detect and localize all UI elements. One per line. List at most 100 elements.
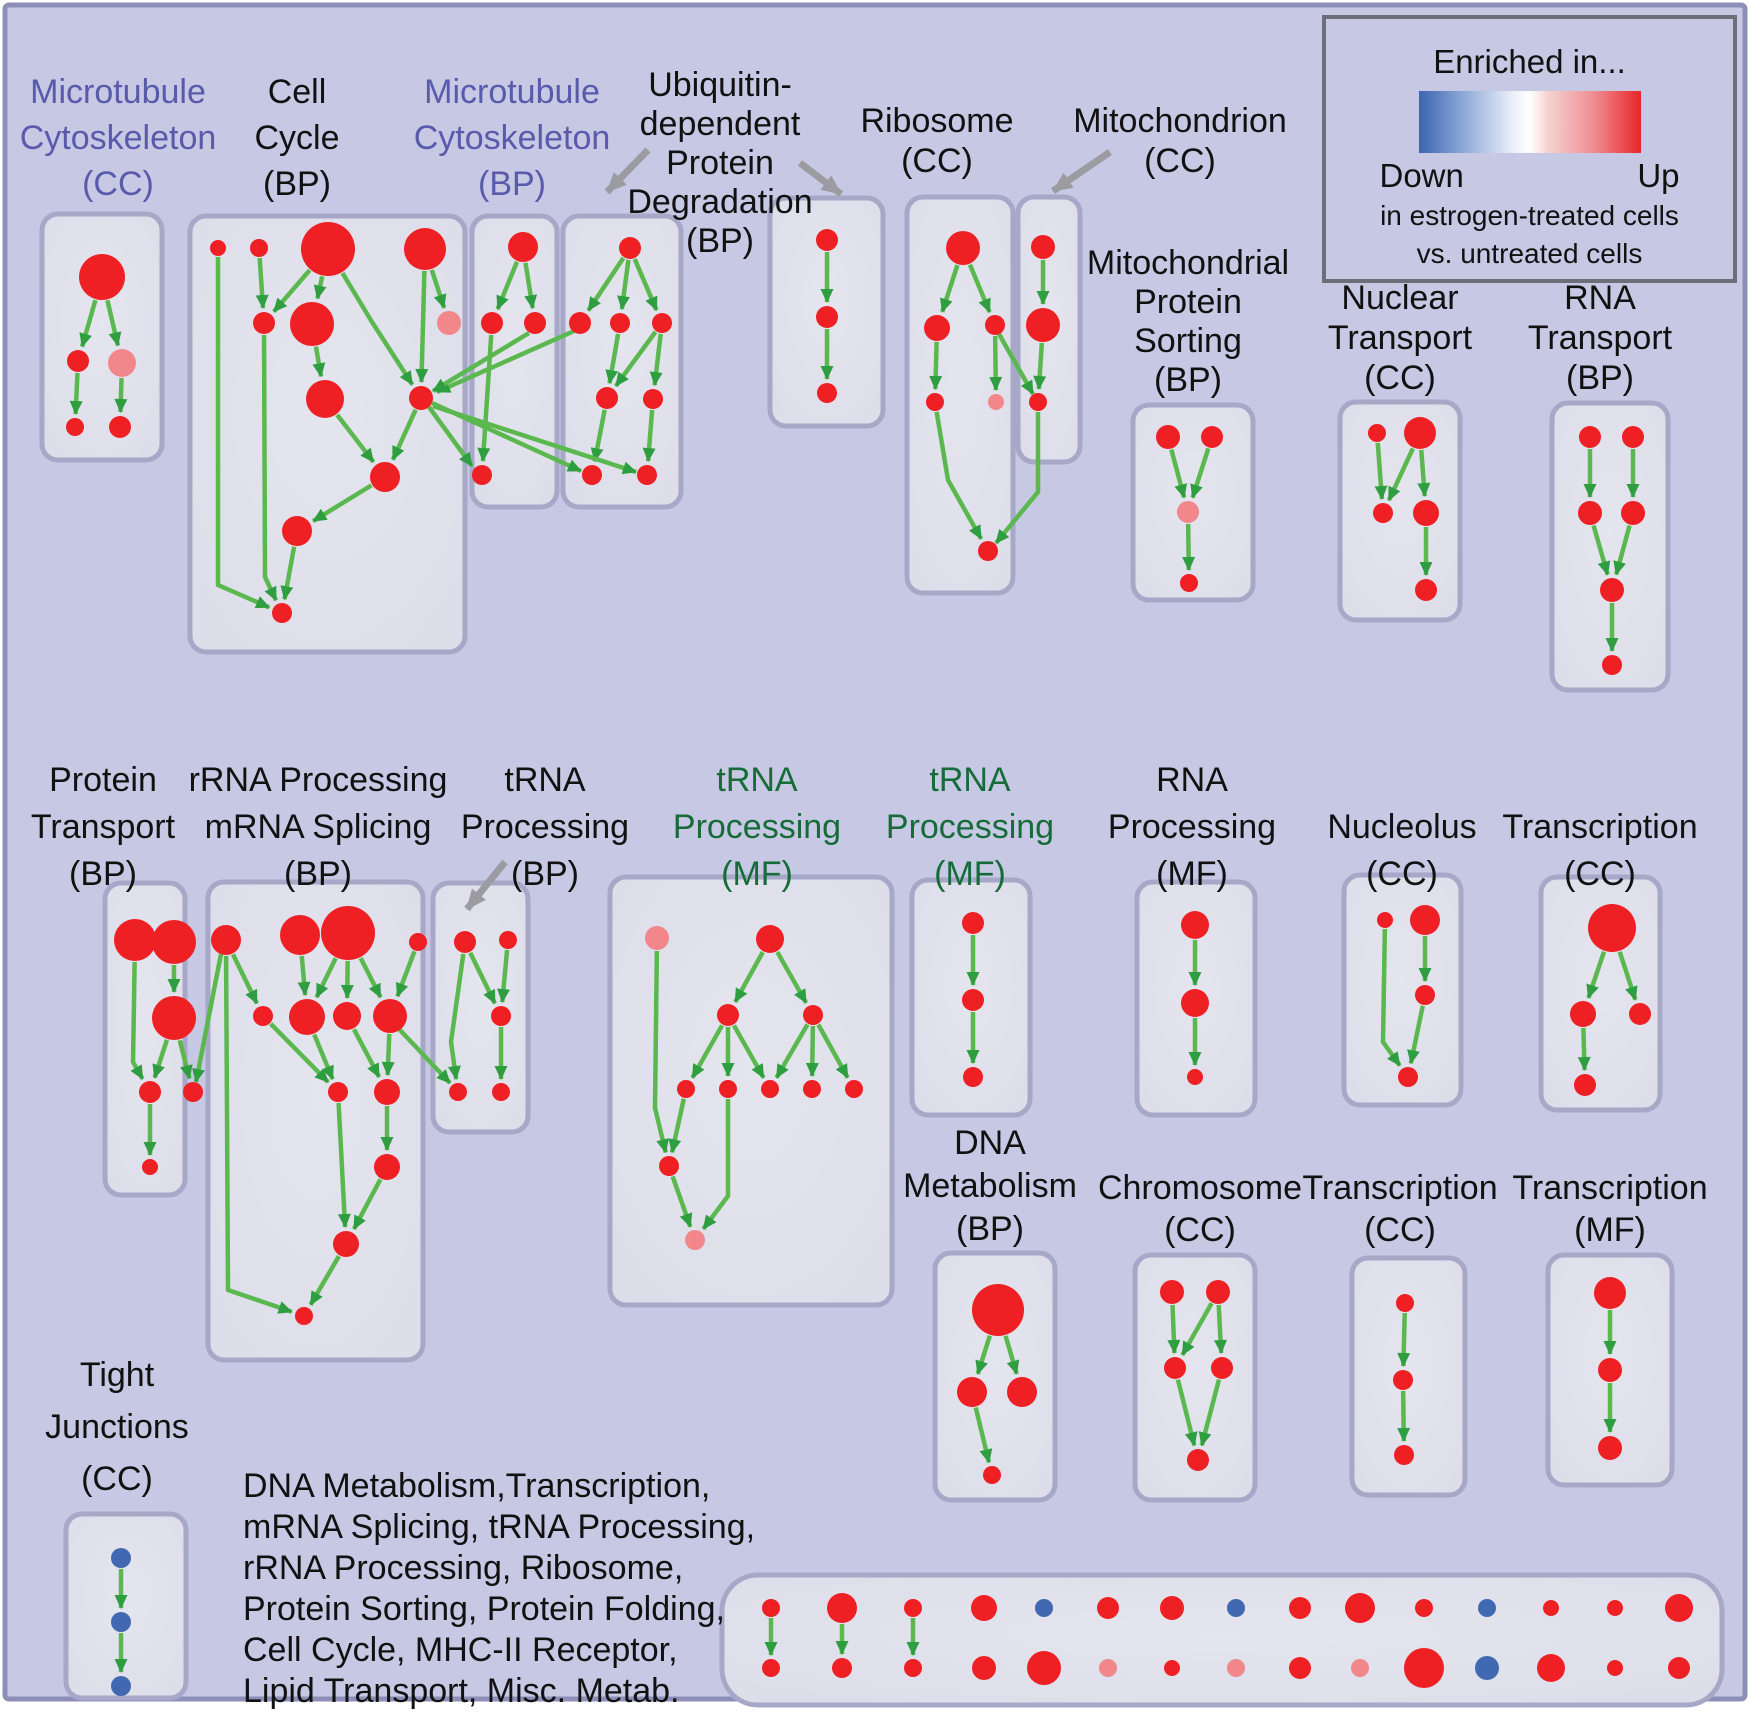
node-transcription-mf-2 (1598, 1436, 1622, 1460)
node-misc-grid-15 (762, 1659, 780, 1677)
node-mitochondrion-0 (1031, 235, 1055, 259)
edge-chromosome-0 (1167, 1304, 1181, 1355)
node-misc-grid-10 (1415, 1599, 1433, 1617)
node-transcription-cc-bottom-0 (1396, 1294, 1414, 1312)
node-trna-processing-mf-1-7 (803, 1080, 821, 1098)
node-nuclear-transport-2 (1373, 503, 1393, 523)
label-pointer-arrow-1 (797, 160, 844, 197)
edge-cell-cycle-4 (340, 271, 415, 386)
edge-transcription-cc-mid-2 (1577, 1027, 1591, 1072)
edge-cell-cycle-7 (261, 334, 279, 602)
node-ubiquitin-degradation-1-5 (643, 389, 663, 409)
node-rrna-processing-mrna-splicing-2 (321, 906, 375, 960)
edge-microtubule-cytoskeleton-cc-1 (105, 299, 122, 347)
edge-nucleolus-2 (1380, 928, 1402, 1067)
node-misc-grid-16 (832, 1658, 852, 1678)
node-chromosome-3 (1211, 1357, 1233, 1379)
edge-rrna-processing-mrna-splicing-6 (269, 1022, 330, 1084)
edge-transcription-cc-bottom-0 (1397, 1312, 1411, 1368)
node-protein-transport-3 (139, 1081, 161, 1103)
edge-dna-metabolism-2 (973, 1407, 993, 1464)
node-misc-grid-2 (904, 1599, 922, 1617)
edge-trna-processing-mf-1-2 (775, 950, 809, 1004)
node-transcription-cc-mid-1 (1570, 1001, 1596, 1027)
node-rna-processing-mf-2 (1187, 1069, 1203, 1085)
node-ubiquitin-degradation-2-2 (817, 383, 837, 403)
node-nuclear-transport-4 (1415, 579, 1437, 601)
cross-edge-8 (397, 1027, 452, 1085)
edge-transcription-cc-bottom-1 (1397, 1390, 1411, 1443)
node-trna-processing-bp-2 (491, 1006, 511, 1026)
node-misc-grid-3 (971, 1595, 997, 1621)
node-misc-grid-22 (1227, 1659, 1245, 1677)
cross-edge-6 (994, 412, 1041, 545)
node-rrna-processing-mrna-splicing-9 (374, 1079, 400, 1105)
cluster-label-mitochondrial-protein-sorting: Mitochondrial Protein Sorting (BP) (1087, 244, 1289, 399)
node-cell-cycle-6 (437, 311, 461, 335)
legend-title: Enriched in... (1433, 43, 1626, 80)
node-ubiquitin-degradation-2-1 (816, 306, 838, 328)
node-cell-cycle-2 (301, 222, 355, 276)
node-cell-cycle-7 (306, 380, 344, 418)
legend-up-label: Up (1637, 157, 1680, 194)
edge-transcription-cc-mid-0 (1586, 950, 1607, 999)
edge-ubiquitin-degradation-1-4 (614, 330, 658, 388)
edge-rrna-processing-mrna-splicing-11 (336, 1102, 351, 1229)
node-ubiquitin-degradation-1-0 (619, 237, 641, 259)
node-misc-grid-8 (1289, 1597, 1311, 1619)
node-trna-processing-bp-3 (449, 1083, 467, 1101)
legend-down-label: Down (1379, 157, 1464, 194)
node-cell-cycle-3 (404, 228, 446, 270)
edge-ribosome-3 (989, 335, 1003, 392)
cluster-box-chromosome (1132, 1252, 1258, 1503)
node-misc-grid-21 (1164, 1660, 1180, 1676)
cluster-label-chromosome: Chromosome (CC) (1098, 1169, 1302, 1249)
node-rrna-processing-mrna-splicing-7 (373, 999, 407, 1033)
edge-dna-metabolism-1 (1003, 1335, 1020, 1375)
node-dna-metabolism-0 (972, 1284, 1024, 1336)
node-rrna-processing-mrna-splicing-3 (409, 933, 427, 951)
node-misc-grid-19 (1027, 1651, 1061, 1685)
cross-edge-5 (997, 332, 1035, 396)
node-protein-transport-1 (152, 920, 196, 964)
node-microtubule-cytoskeleton-cc-2 (108, 349, 136, 377)
node-microtubule-cytoskeleton-cc-1 (67, 350, 89, 372)
edge-mitochondrial-protein-sorting-1 (1190, 447, 1211, 499)
edge-ribosome-1 (967, 263, 992, 313)
edge-cell-cycle-10 (390, 408, 418, 461)
node-transcription-cc-bottom-2 (1394, 1445, 1414, 1465)
edge-microtubule-cytoskeleton-cc-0 (79, 299, 98, 348)
node-mitochondrion-1 (1026, 308, 1060, 342)
edge-cell-cycle-3 (313, 275, 327, 300)
edge-rrna-processing-mrna-splicing-7 (312, 1033, 335, 1080)
edge-protein-transport-2 (152, 1039, 170, 1079)
edge-trna-processing-mf-1-5 (731, 1024, 766, 1079)
edge-trna-processing-bp-2 (447, 953, 466, 1081)
cluster-label-cell-cycle: Cell Cycle (BP) (254, 73, 339, 203)
node-misc-grid-0 (762, 1599, 780, 1617)
cross-edge-4 (432, 403, 637, 475)
edge-ubiquitin-degradation-1-2 (632, 258, 659, 312)
node-dna-metabolism-3 (983, 1466, 1001, 1484)
edge-ubiquitin-degradation-1-3 (605, 333, 621, 385)
cluster-box-tight-junctions (63, 1511, 189, 1701)
node-ubiquitin-degradation-1-3 (652, 313, 672, 333)
node-chromosome-0 (1160, 1280, 1184, 1304)
node-trna-processing-mf-2-1 (962, 989, 984, 1011)
cross-edge-0 (436, 328, 575, 395)
node-microtubule-cytoskeleton-bp-3 (472, 465, 492, 485)
node-misc-grid-13 (1607, 1600, 1623, 1616)
node-nuclear-transport-3 (1413, 500, 1439, 526)
node-nuclear-transport-0 (1368, 424, 1386, 442)
node-microtubule-cytoskeleton-bp-0 (508, 232, 538, 262)
edge-ubiquitin-degradation-1-7 (642, 409, 656, 463)
edge-trna-processing-mf-1-3 (690, 1024, 725, 1079)
node-trna-processing-mf-1-6 (761, 1080, 779, 1098)
cluster-label-microtubule-cytoskeleton-bp: Microtubule Cytoskeleton (BP) (414, 73, 611, 203)
node-microtubule-cytoskeleton-bp-2 (524, 312, 546, 334)
node-misc-grid-17 (904, 1659, 922, 1677)
node-cell-cycle-5 (290, 302, 334, 346)
node-mitochondrial-protein-sorting-3 (1180, 574, 1198, 592)
cluster-label-dna-metabolism: DNA Metabolism (BP) (903, 1124, 1077, 1248)
edge-mitochondrial-protein-sorting-2 (1182, 523, 1196, 572)
